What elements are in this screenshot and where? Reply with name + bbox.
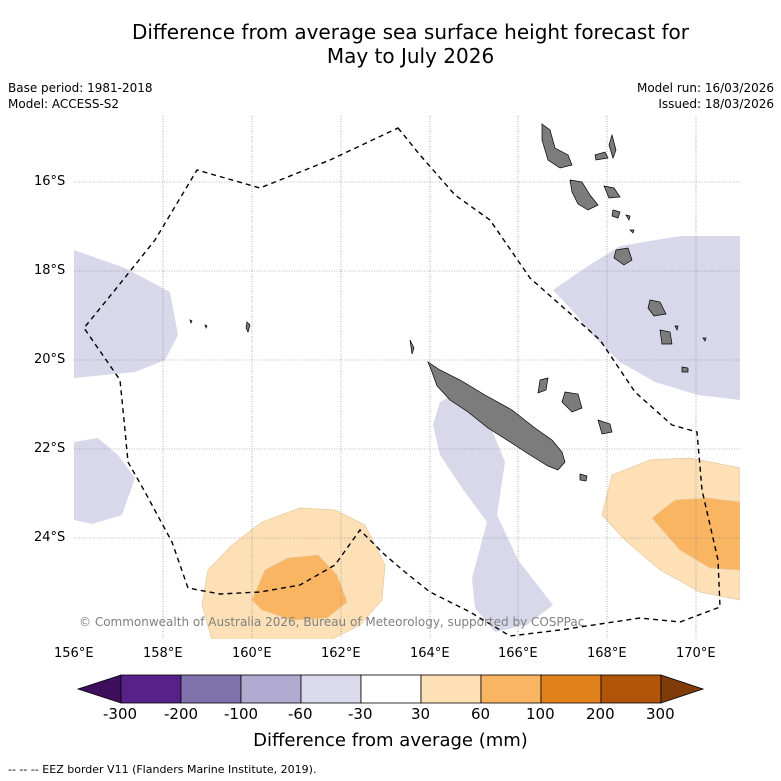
lon-label-158e: 158°E <box>143 646 183 661</box>
vanuatu-erromango <box>647 299 667 317</box>
meta-left: Base period: 1981-2018 Model: ACCESS-S2 <box>8 80 153 112</box>
tiny-islet-3 <box>629 229 635 234</box>
rennell-island <box>245 321 251 333</box>
vanuatu-tanna <box>659 329 673 345</box>
lat-label-18s: 18°S <box>34 263 66 278</box>
map-canvas: © Commonwealth of Australia 2026, Bureau… <box>74 116 740 639</box>
colorbar-tick: 60 <box>471 705 491 723</box>
colorbar-swatch-2 <box>180 674 242 704</box>
colorbar-swatch-4 <box>300 674 362 704</box>
colorbar-tick: 300 <box>646 705 675 723</box>
vanuatu-espiritu-santo <box>541 123 573 169</box>
isle-of-pines <box>579 473 588 482</box>
map-title: Difference from average sea surface heig… <box>0 20 781 68</box>
colorbar-title: Difference from average (mm) <box>253 730 528 751</box>
colorbar <box>76 674 705 704</box>
vanuatu-pentecost <box>608 133 617 160</box>
tiny-islet-1 <box>189 319 193 324</box>
landmass-icon <box>189 123 707 482</box>
issued-date: Issued: 18/03/2026 <box>658 97 774 111</box>
colorbar-swatch-5 <box>360 674 422 704</box>
lat-label-22s: 22°S <box>34 441 66 456</box>
meta-right: Model run: 16/03/2026 Issued: 18/03/2026 <box>637 80 774 112</box>
model-run: Model run: 16/03/2026 <box>636 81 774 95</box>
loyalty-island-2 <box>561 391 583 413</box>
colorbar-tick: 30 <box>411 705 431 723</box>
colorbar-swatch-7 <box>480 674 542 704</box>
graticule <box>74 116 740 639</box>
map-title-line1: Difference from average sea surface heig… <box>131 20 690 44</box>
negative-anomaly-fields <box>74 236 740 632</box>
anomaly-west-upper <box>74 250 178 378</box>
loyalty-island-3 <box>597 419 613 435</box>
vanuatu-aneityum <box>681 366 689 373</box>
map-title-line2: May to July 2026 <box>326 44 495 68</box>
colorbar-swatch-6 <box>420 674 482 704</box>
colorbar-swatch-1 <box>120 674 182 704</box>
model-name: Model: ACCESS-S2 <box>8 97 120 111</box>
eez-legend-note: -- -- -- EEZ border V11 (Flanders Marine… <box>8 763 317 776</box>
colorbar-tick: -200 <box>164 705 199 723</box>
colorbar-tick: 200 <box>586 705 615 723</box>
map-panel: © Commonwealth of Australia 2026, Bureau… <box>74 116 740 639</box>
new-caledonia <box>427 361 566 471</box>
colorbar-swatch-9 <box>600 674 662 704</box>
colorbar-swatch-10 <box>660 674 705 704</box>
anomaly-west-lower <box>74 438 135 524</box>
anomaly-central-south <box>433 390 553 632</box>
lon-label-160e: 160°E <box>232 646 272 661</box>
loyalty-island-1 <box>537 377 549 394</box>
positive-anomaly-east <box>601 457 740 601</box>
tiny-islet-6 <box>702 337 707 342</box>
vanuatu-shepherd <box>611 209 621 219</box>
lon-label-156e: 156°E <box>54 646 94 661</box>
colorbar-tick: -300 <box>103 705 138 723</box>
vanuatu-ambae <box>594 151 609 161</box>
tiny-islet-2 <box>204 324 208 329</box>
colorbar-swatch-3 <box>240 674 302 704</box>
lon-label-170e: 170°E <box>676 646 716 661</box>
eez-border-icon <box>83 127 721 637</box>
lon-label-162e: 162°E <box>321 646 361 661</box>
tiny-islet-5 <box>674 325 679 332</box>
vanuatu-malakula <box>569 179 599 211</box>
base-period: Base period: 1981-2018 <box>8 81 153 95</box>
colorbar-tick: -60 <box>288 705 313 723</box>
lat-label-16s: 16°S <box>34 174 66 189</box>
lat-label-20s: 20°S <box>34 352 66 367</box>
colorbar-swatch-8 <box>540 674 602 704</box>
vanuatu-epi <box>603 185 621 199</box>
lat-label-24s: 24°S <box>34 530 66 545</box>
lon-label-166e: 166°E <box>498 646 538 661</box>
colorbar-swatch-0 <box>76 674 122 704</box>
anomaly-east <box>553 236 740 400</box>
copyright-text: © Commonwealth of Australia 2026, Bureau… <box>79 615 584 629</box>
colorbar-tick: -100 <box>224 705 259 723</box>
belep-islands <box>409 339 415 355</box>
lon-label-168e: 168°E <box>587 646 627 661</box>
tiny-islet-4 <box>625 214 631 221</box>
colorbar-tick: -30 <box>348 705 373 723</box>
vanuatu-efate <box>613 247 633 266</box>
lon-label-164e: 164°E <box>410 646 450 661</box>
colorbar-tick: 100 <box>526 705 555 723</box>
